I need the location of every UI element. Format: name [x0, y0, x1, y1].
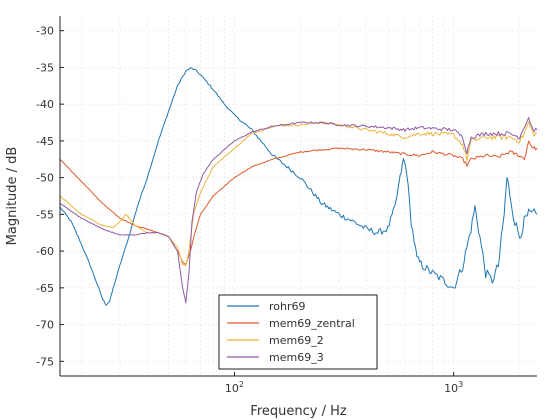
legend-label-mem69-3: mem69_3	[269, 351, 324, 364]
grid-lines	[60, 16, 537, 376]
legend-label-rohr69: rohr69	[269, 300, 306, 313]
y-tick-label: -40	[36, 98, 54, 111]
y-tick-label: -55	[36, 208, 54, 221]
legend-label-mem69-2: mem69_2	[269, 334, 324, 347]
series-line-rohr69	[59, 67, 538, 306]
y-tick-label: -45	[36, 135, 54, 148]
series-line-mem69-2	[59, 121, 538, 267]
legend: rohr69 mem69_zentral mem69_2 mem69_3	[218, 294, 378, 370]
y-tick-label: -75	[36, 355, 54, 368]
x-tick-label: 103	[444, 380, 463, 395]
y-tick-label: -35	[36, 61, 54, 74]
y-tick-label: -60	[36, 245, 54, 258]
y-tick-labels: -30 -35 -40 -45 -50 -55 -60 -65 -70 -75	[36, 25, 54, 369]
y-tick-label: -30	[36, 25, 54, 38]
x-tick-label: 102	[225, 380, 244, 395]
y-tick-label: -65	[36, 282, 54, 295]
y-axis-label: Magnitude / dB	[5, 147, 20, 246]
x-axis-label: Frequency / Hz	[250, 404, 347, 419]
axes	[59, 16, 537, 377]
y-tick-label: -50	[36, 172, 54, 185]
y-tick-label: -70	[36, 319, 54, 332]
series-line-mem69-zentral	[59, 140, 538, 265]
series-line-mem69-3	[59, 116, 538, 304]
series-lines	[59, 67, 538, 306]
x-tick-labels: 102 103	[225, 380, 463, 395]
legend-label-mem69-zentral: mem69_zentral	[269, 317, 355, 330]
